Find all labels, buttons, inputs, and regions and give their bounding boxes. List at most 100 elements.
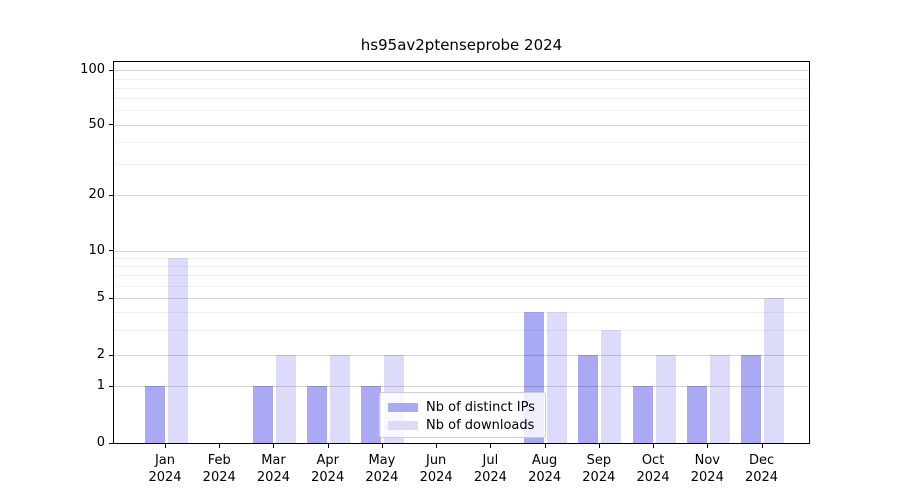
x-tick-month-sep: Sep bbox=[586, 453, 612, 468]
x-tick-month-aug: Aug bbox=[531, 453, 558, 468]
x-tick-year-jan: 2024 bbox=[148, 470, 182, 485]
bar-ips-apr bbox=[307, 386, 328, 443]
y-tick-label-1: 1 bbox=[96, 378, 105, 393]
x-tick-may bbox=[381, 444, 383, 448]
legend-item-distinct-ips: Nb of distinct IPs bbox=[388, 398, 537, 416]
gridline-minor-8 bbox=[114, 266, 809, 268]
x-tick-month-may: May bbox=[368, 453, 396, 468]
x-tick-month-mar: Mar bbox=[261, 453, 286, 468]
y-tick-label-2: 2 bbox=[96, 347, 105, 362]
gridline-10 bbox=[114, 250, 809, 252]
x-tick-apr bbox=[327, 444, 329, 448]
x-tick-label-apr: Apr 2024 bbox=[296, 452, 360, 486]
x-tick-month-nov: Nov bbox=[694, 453, 720, 468]
bar-ips-sep bbox=[578, 355, 599, 443]
y-tick-2 bbox=[109, 354, 113, 356]
x-tick-month-dec: Dec bbox=[748, 453, 775, 468]
x-tick-year-jun: 2024 bbox=[419, 470, 453, 485]
y-tick-1 bbox=[109, 385, 113, 387]
chart-title: hs95av2ptenseprobe 2024 bbox=[360, 36, 563, 54]
y-tick-label-0: 0 bbox=[96, 435, 105, 450]
y-tick-10 bbox=[109, 250, 113, 252]
bar-ips-may bbox=[361, 386, 382, 443]
bar-downloads-mar bbox=[275, 355, 296, 443]
y-tick-label-20: 20 bbox=[88, 187, 105, 203]
y-tick-100 bbox=[109, 69, 113, 71]
x-tick-nov bbox=[707, 444, 709, 448]
y-tick-label-100: 100 bbox=[80, 62, 105, 78]
x-tick-jan bbox=[165, 444, 166, 448]
x-tick-year-may: 2024 bbox=[365, 470, 399, 485]
x-tick-year-apr: 2024 bbox=[311, 470, 345, 485]
x-tick-oct bbox=[653, 444, 655, 448]
bar-downloads-aug bbox=[547, 312, 568, 443]
gridline-minor-9 bbox=[114, 257, 809, 259]
x-tick-aug bbox=[544, 444, 546, 448]
x-tick-year-sep: 2024 bbox=[582, 470, 616, 485]
x-tick-label-oct: Oct 2024 bbox=[621, 452, 685, 486]
x-tick-feb bbox=[219, 444, 221, 448]
x-tick-label-sep: Sep 2024 bbox=[567, 452, 631, 486]
x-tick-label-jul: Jul 2024 bbox=[458, 452, 522, 486]
legend-label-downloads: Nb of downloads bbox=[426, 417, 535, 433]
y-tick-0 bbox=[109, 442, 113, 444]
x-tick-mar bbox=[273, 444, 275, 448]
y-tick-label-5: 5 bbox=[96, 290, 105, 306]
gridline-minor-30 bbox=[114, 164, 809, 166]
bar-ips-mar bbox=[252, 386, 273, 443]
legend-swatch-distinct-ips bbox=[388, 402, 418, 412]
x-tick-year-dec: 2024 bbox=[744, 470, 779, 485]
x-tick-label-aug: Aug 2024 bbox=[513, 452, 577, 486]
bar-downloads-oct bbox=[655, 355, 676, 443]
x-tick-label-mar: Mar 2024 bbox=[241, 452, 305, 486]
x-tick-month-oct: Oct bbox=[641, 453, 665, 468]
gridline-minor-90 bbox=[114, 78, 809, 80]
legend-label-distinct-ips: Nb of distinct IPs bbox=[426, 399, 535, 415]
x-tick-label-may: May 2024 bbox=[350, 452, 414, 486]
x-tick-month-jul: Jul bbox=[482, 453, 499, 468]
bar-ips-jan bbox=[144, 386, 165, 443]
x-tick-jun bbox=[436, 444, 438, 448]
legend: Nb of distinct IPs Nb of downloads bbox=[379, 392, 546, 438]
x-tick-month-jan: Jan bbox=[154, 453, 176, 468]
gridline-minor-3 bbox=[114, 329, 809, 331]
x-tick-label-feb: Feb 2024 bbox=[187, 452, 251, 486]
legend-swatch-downloads bbox=[388, 420, 418, 430]
gridline-minor-40 bbox=[114, 141, 809, 143]
x-tick-sep bbox=[598, 444, 600, 448]
x-tick-label-jan: Jan 2024 bbox=[133, 452, 197, 486]
bar-ips-nov bbox=[686, 386, 707, 443]
y-tick-5 bbox=[109, 297, 113, 299]
gridline-minor-6 bbox=[114, 285, 809, 287]
y-tick-label-10: 10 bbox=[88, 242, 105, 258]
gridline-2 bbox=[114, 355, 809, 356]
y-tick-label-50: 50 bbox=[88, 116, 105, 132]
gridline-minor-7 bbox=[114, 275, 809, 277]
bar-ips-oct bbox=[632, 386, 653, 443]
x-tick-label-jun: Jun 2024 bbox=[404, 452, 468, 486]
y-tick-50 bbox=[109, 124, 113, 126]
bar-downloads-sep bbox=[601, 329, 622, 443]
x-tick-year-nov: 2024 bbox=[690, 470, 724, 485]
y-tick-20 bbox=[109, 194, 113, 196]
x-tick-year-jul: 2024 bbox=[473, 470, 507, 485]
x-tick-year-feb: 2024 bbox=[202, 470, 236, 485]
gridline-minor-60 bbox=[114, 110, 809, 112]
gridline-minor-70 bbox=[114, 98, 809, 100]
x-tick-month-jun: Jun bbox=[425, 453, 447, 468]
bar-downloads-apr bbox=[330, 355, 351, 443]
bar-downloads-dec bbox=[764, 298, 785, 443]
bar-downloads-jan bbox=[167, 257, 188, 443]
x-tick-label-nov: Nov 2024 bbox=[675, 452, 739, 486]
plot-area: Nb of distinct IPs Nb of downloads bbox=[113, 61, 810, 444]
gridline-50 bbox=[114, 124, 809, 126]
x-tick-year-aug: 2024 bbox=[528, 470, 562, 485]
gridline-100 bbox=[114, 70, 809, 72]
x-tick-dec bbox=[761, 444, 763, 448]
gridline-minor-4 bbox=[114, 312, 809, 314]
x-tick-jul bbox=[490, 444, 492, 448]
gridline-minor-80 bbox=[114, 87, 809, 89]
x-tick-month-feb: Feb bbox=[207, 453, 231, 468]
gridline-20 bbox=[114, 195, 809, 197]
